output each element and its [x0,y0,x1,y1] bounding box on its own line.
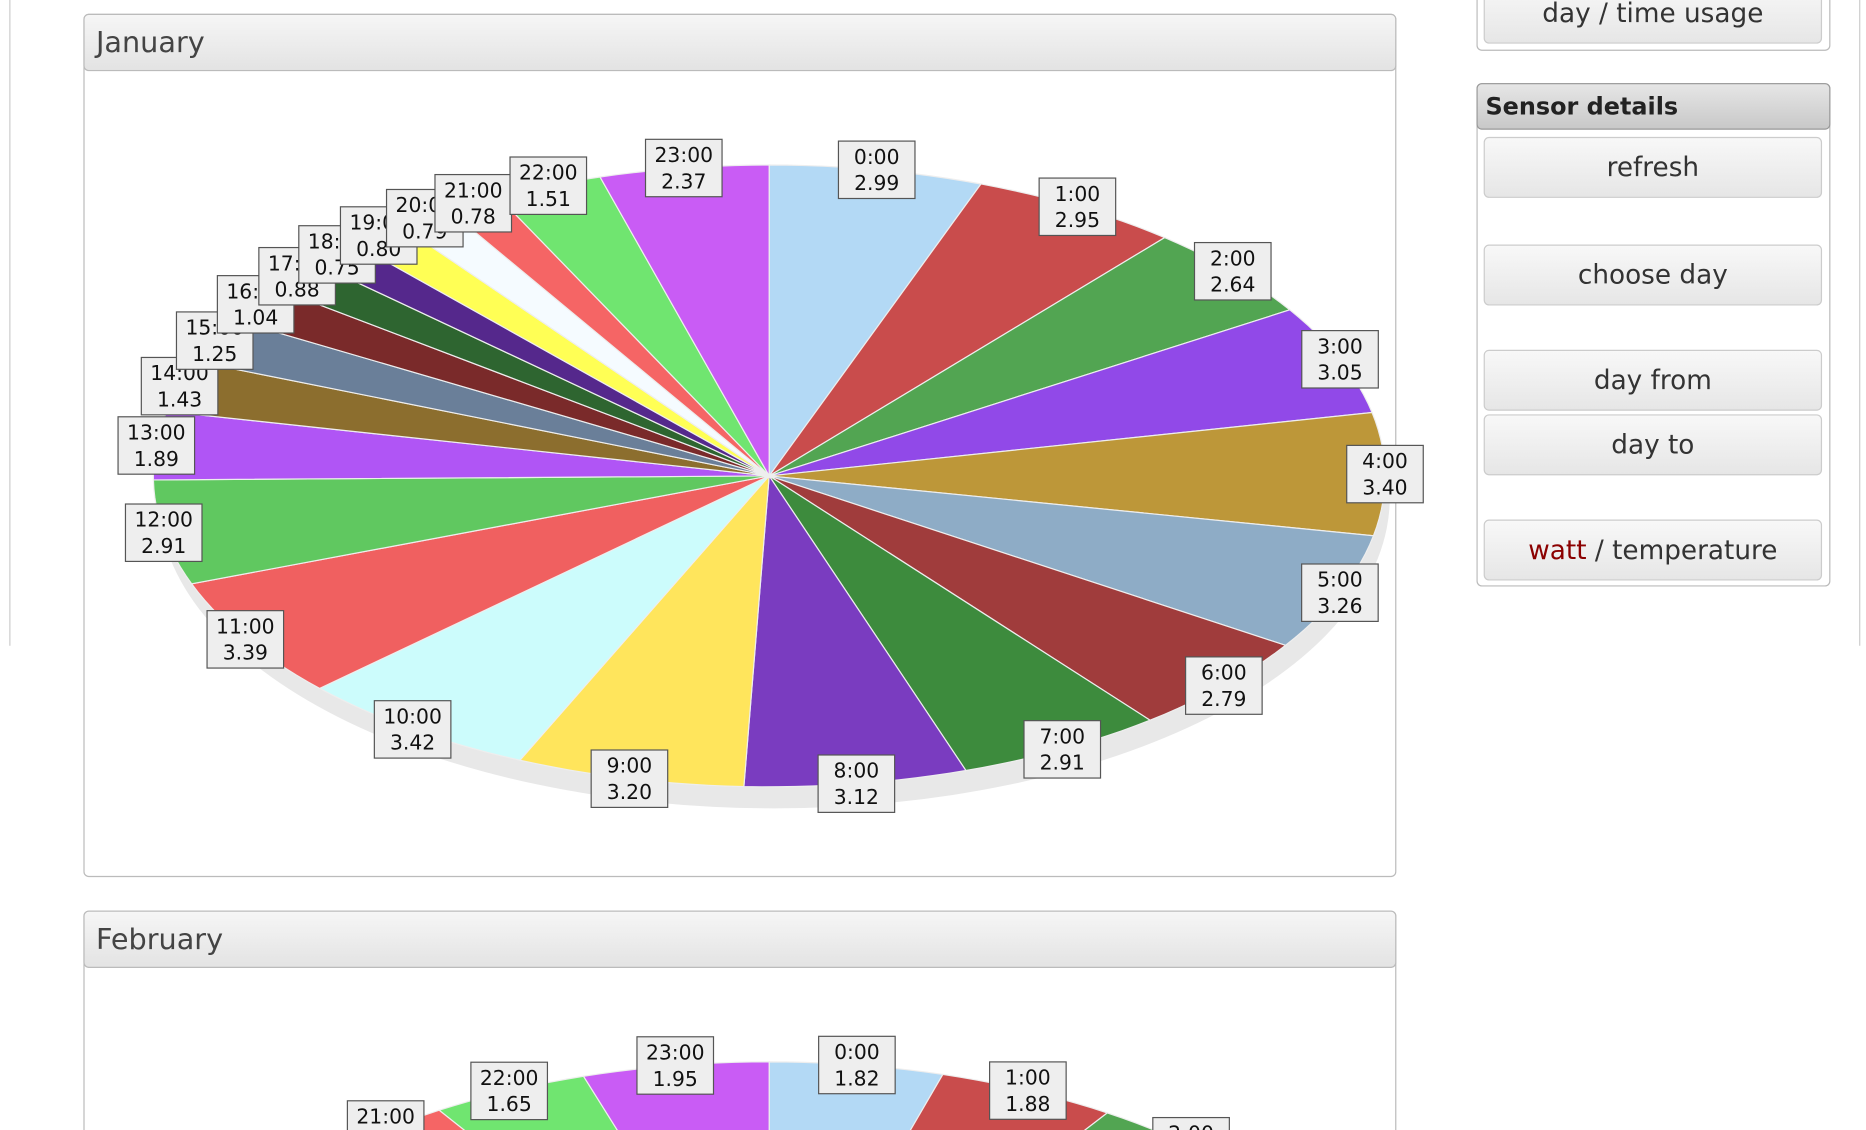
slice-label: 3:00 [1317,334,1363,358]
label-box [1301,563,1379,622]
button-label[interactable]: choose day [1578,261,1728,291]
slice-label: 1:00 [1055,182,1101,206]
slice-value: 2.79 [1201,687,1246,711]
label-box [817,754,896,813]
label-box [470,1061,549,1121]
slice-label: 0:00 [854,145,900,169]
slice-label: 21:00 [444,178,503,202]
slice-value: 3.05 [1317,361,1362,385]
button[interactable] [1483,349,1823,411]
slice-label: 2:00 [1210,246,1256,270]
toggle-label[interactable]: watt / temperature [1528,536,1777,566]
label-box [837,140,916,200]
slice-value: 2.37 [661,169,706,193]
label-box [1038,177,1117,237]
button-label[interactable]: day / time usage [1542,0,1763,29]
panel-header [83,13,1397,72]
panel-title: February [96,922,223,956]
slice-label: 11:00 [216,614,275,638]
slice-label: 22:00 [480,1066,539,1090]
label-box [1184,656,1263,715]
slice-value: 2.91 [1040,751,1085,775]
label-box [1346,444,1424,504]
slice-label: 21:00 [356,1105,415,1129]
slice-value: 1.43 [157,387,202,411]
panel-header [83,910,1397,968]
label-box [124,503,203,563]
panel-header [1476,83,1831,130]
label-box [644,138,723,198]
button[interactable] [1483,136,1823,198]
panel-title: Sensor details [1485,93,1678,121]
label-box [117,416,196,475]
button[interactable] [1483,244,1823,306]
slice-label: 9:00 [607,754,653,778]
slice-value: 3.40 [1362,475,1407,499]
slice-label: 23:00 [655,143,714,167]
label-box [509,156,588,216]
slice-label: 2:00 [1168,1121,1214,1130]
slice-label: 22:00 [519,161,578,185]
pie-slice [1084,1112,1156,1130]
label-box [1301,330,1379,389]
slice-value: 1.89 [134,447,179,471]
slice-label: 5:00 [1317,568,1363,592]
button[interactable] [1483,0,1823,44]
slice-label: 7:00 [1039,724,1085,748]
button-label[interactable]: day to [1611,431,1694,461]
slice-value: 3.12 [834,785,879,809]
toggle-active: watt [1528,536,1586,566]
button[interactable] [1483,414,1823,476]
slice-value: 2.95 [1055,208,1100,232]
panel-title: January [94,25,205,59]
label-box [373,700,452,759]
button-label[interactable]: day from [1594,366,1712,396]
slice-label: 10:00 [383,704,442,728]
slice-label: 1:00 [1005,1066,1051,1090]
slice-value: 1.95 [653,1067,698,1091]
label-box [818,1035,896,1095]
button[interactable] [1483,519,1823,581]
slice-value: 3.26 [1317,594,1362,618]
slice-value: 1.82 [834,1066,879,1090]
label-box [346,1100,425,1130]
slice-value: 2.99 [854,171,899,195]
slice-value: 1.04 [233,306,278,330]
label-box [206,610,285,669]
slice-label: 8:00 [834,759,880,783]
chart-panel: January 0:002.99 1:002.95 2:00 2.64 3:00 3.05… [83,13,1424,878]
slice-value: 2.64 [1210,273,1255,297]
label-box [1023,720,1102,779]
label-box [636,1036,715,1095]
chart-panel: February 20:0021:001.3622:001.6523:001.9… [83,910,1397,1130]
slice-value: 3.39 [223,641,268,665]
slice-value: 1.25 [192,342,237,366]
slice-label: 12:00 [134,508,193,532]
label-box [1152,1116,1230,1130]
slice-value: 3.42 [390,731,435,755]
slice-label: 13:00 [127,421,186,445]
slice-label: 6:00 [1201,661,1247,685]
button-label[interactable]: refresh [1607,153,1699,183]
slice-value: 0.78 [451,205,496,229]
label-box [1193,241,1272,301]
slice-label: 4:00 [1362,449,1408,473]
slice-value: 3.20 [607,780,652,804]
slice-value: 1.51 [526,187,571,211]
slice-value: 1.65 [487,1092,532,1116]
sidebar: day / time usage Sensor details refresh c… [1476,0,1831,587]
label-box [989,1061,1067,1120]
label-box [590,749,669,808]
slice-label: 0:00 [834,1040,880,1064]
slice-value: 2.91 [141,534,186,558]
toggle-rest: / temperature [1587,536,1778,566]
slice-value: 1.88 [1005,1092,1050,1116]
slice-label: 23:00 [646,1041,705,1065]
